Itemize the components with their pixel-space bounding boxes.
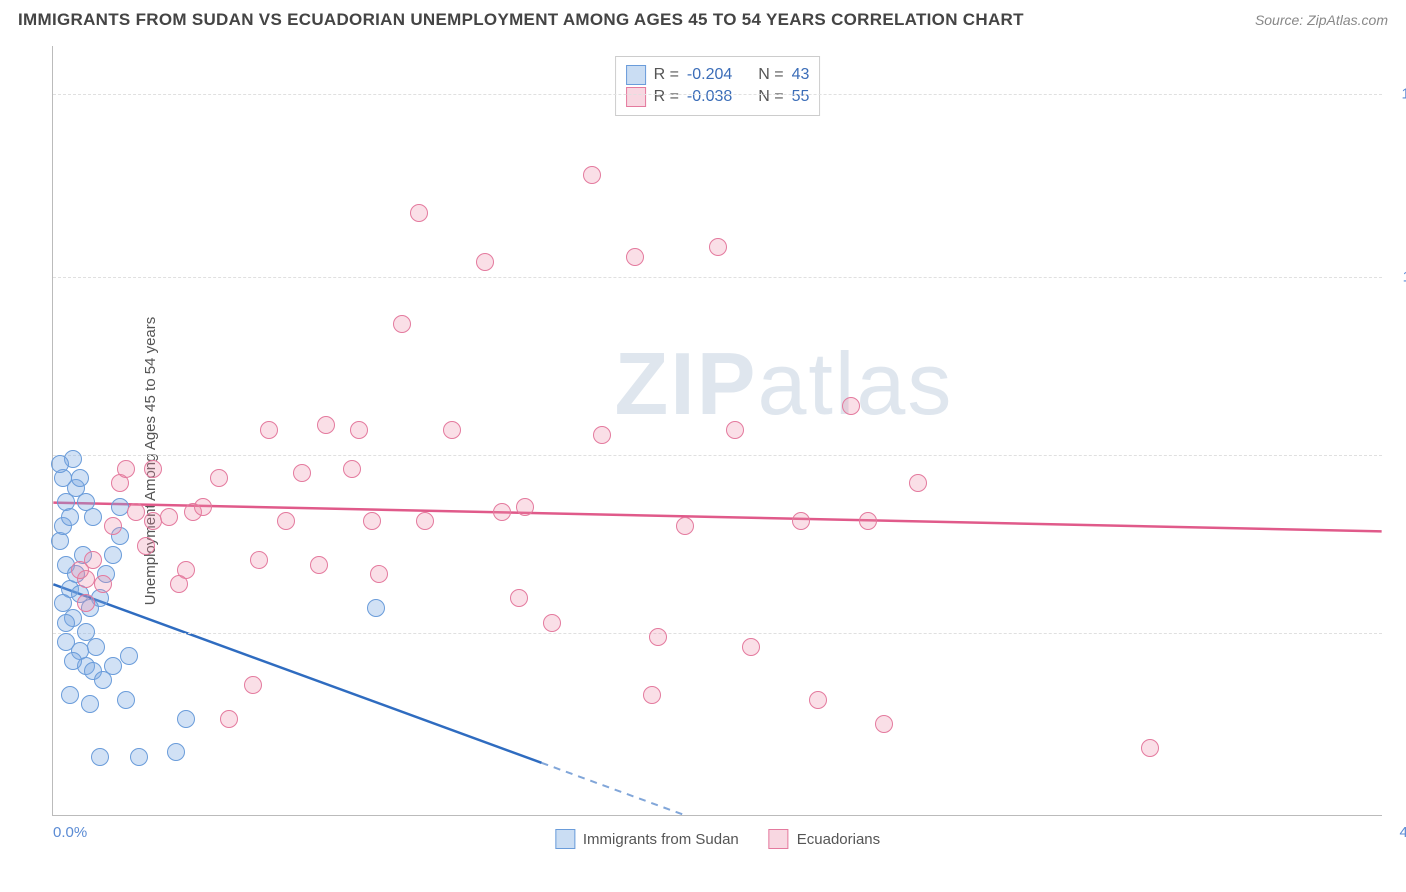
grid-line bbox=[53, 277, 1382, 278]
corr-row-ecuadorians: R = -0.038 N = 55 bbox=[626, 87, 810, 107]
data-point bbox=[317, 416, 335, 434]
corr-row-sudan: R = -0.204 N = 43 bbox=[626, 65, 810, 85]
data-point bbox=[71, 469, 89, 487]
source-attribution: Source: ZipAtlas.com bbox=[1255, 12, 1388, 28]
grid-line bbox=[53, 633, 1382, 634]
data-point bbox=[293, 464, 311, 482]
data-point bbox=[144, 512, 162, 530]
data-point bbox=[144, 460, 162, 478]
data-point bbox=[809, 691, 827, 709]
data-point bbox=[416, 512, 434, 530]
data-point bbox=[676, 517, 694, 535]
data-point bbox=[742, 638, 760, 656]
data-point bbox=[177, 710, 195, 728]
data-point bbox=[127, 503, 145, 521]
data-point bbox=[111, 498, 129, 516]
data-point bbox=[859, 512, 877, 530]
data-point bbox=[1141, 739, 1159, 757]
y-tick-label: 15.0% bbox=[1401, 86, 1406, 103]
data-point bbox=[583, 166, 601, 184]
data-point bbox=[476, 253, 494, 271]
legend-label: Immigrants from Sudan bbox=[583, 831, 739, 848]
data-point bbox=[626, 248, 644, 266]
data-point bbox=[370, 565, 388, 583]
data-point bbox=[137, 537, 155, 555]
data-point bbox=[87, 638, 105, 656]
legend-item-sudan: Immigrants from Sudan bbox=[555, 829, 739, 849]
y-tick-label: 11.2% bbox=[1403, 269, 1406, 286]
data-point bbox=[57, 614, 75, 632]
data-point bbox=[61, 508, 79, 526]
data-point bbox=[363, 512, 381, 530]
data-point bbox=[350, 421, 368, 439]
data-point bbox=[117, 460, 135, 478]
data-point bbox=[91, 748, 109, 766]
data-point bbox=[649, 628, 667, 646]
data-point bbox=[260, 421, 278, 439]
data-point bbox=[875, 715, 893, 733]
correlation-legend: R = -0.204 N = 43 R = -0.038 N = 55 bbox=[615, 56, 821, 116]
x-tick-max: 40.0% bbox=[1399, 824, 1406, 841]
x-tick-min: 0.0% bbox=[53, 824, 87, 841]
data-point bbox=[643, 686, 661, 704]
data-point bbox=[410, 204, 428, 222]
data-point bbox=[726, 421, 744, 439]
data-point bbox=[443, 421, 461, 439]
data-point bbox=[516, 498, 534, 516]
chart-title: IMMIGRANTS FROM SUDAN VS ECUADORIAN UNEM… bbox=[18, 10, 1024, 30]
plot-area: ZIPatlas R = -0.204 N = 43 R = -0.038 N … bbox=[52, 46, 1382, 816]
data-point bbox=[220, 710, 238, 728]
grid-line bbox=[53, 94, 1382, 95]
trend-lines bbox=[53, 46, 1382, 815]
legend-label: Ecuadorians bbox=[797, 831, 880, 848]
data-point bbox=[510, 589, 528, 607]
watermark: ZIPatlas bbox=[615, 333, 954, 435]
data-point bbox=[909, 474, 927, 492]
swatch-blue bbox=[555, 829, 575, 849]
data-point bbox=[167, 743, 185, 761]
data-point bbox=[64, 652, 82, 670]
legend-item-ecuadorians: Ecuadorians bbox=[769, 829, 880, 849]
data-point bbox=[77, 594, 95, 612]
data-point bbox=[51, 455, 69, 473]
data-point bbox=[104, 657, 122, 675]
data-point bbox=[120, 647, 138, 665]
data-point bbox=[493, 503, 511, 521]
data-point bbox=[130, 748, 148, 766]
data-point bbox=[61, 686, 79, 704]
data-point bbox=[244, 676, 262, 694]
data-point bbox=[842, 397, 860, 415]
data-point bbox=[71, 561, 89, 579]
data-point bbox=[94, 575, 112, 593]
data-point bbox=[277, 512, 295, 530]
data-point bbox=[543, 614, 561, 632]
data-point bbox=[593, 426, 611, 444]
data-point bbox=[104, 517, 122, 535]
swatch-blue bbox=[626, 65, 646, 85]
data-point bbox=[117, 691, 135, 709]
data-point bbox=[343, 460, 361, 478]
data-point bbox=[393, 315, 411, 333]
data-point bbox=[310, 556, 328, 574]
data-point bbox=[250, 551, 268, 569]
swatch-pink bbox=[626, 87, 646, 107]
swatch-pink bbox=[769, 829, 789, 849]
data-point bbox=[194, 498, 212, 516]
data-point bbox=[709, 238, 727, 256]
data-point bbox=[104, 546, 122, 564]
data-point bbox=[210, 469, 228, 487]
data-point bbox=[170, 575, 188, 593]
data-point bbox=[160, 508, 178, 526]
data-point bbox=[77, 493, 95, 511]
series-legend: Immigrants from Sudan Ecuadorians bbox=[555, 829, 880, 849]
data-point bbox=[81, 695, 99, 713]
chart-container: Unemployment Among Ages 45 to 54 years Z… bbox=[0, 36, 1406, 886]
data-point bbox=[792, 512, 810, 530]
data-point bbox=[367, 599, 385, 617]
grid-line bbox=[53, 455, 1382, 456]
